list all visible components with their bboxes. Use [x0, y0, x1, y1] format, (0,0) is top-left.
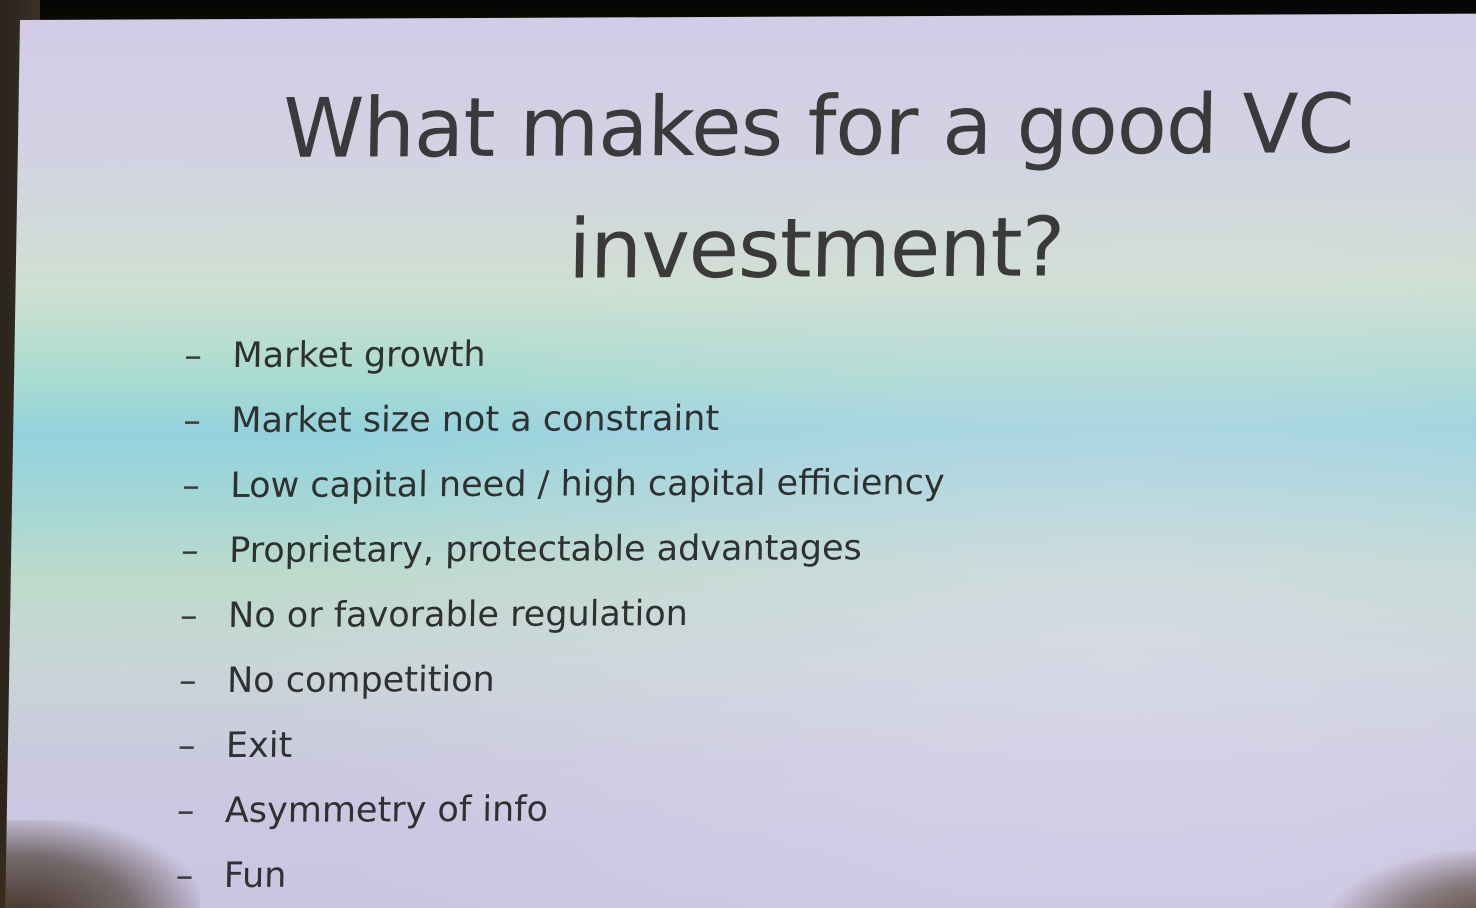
bullet-dash: –	[177, 726, 196, 767]
bullet-text: Proprietary, protectable advantages	[228, 528, 863, 572]
audience-head-silhouette-right	[1330, 850, 1476, 908]
bullet-item: – Asymmetry of info	[176, 776, 939, 844]
bullet-dash: –	[178, 661, 197, 702]
bullet-item: – No competition	[178, 646, 941, 714]
bullet-text: Market size not a constraint	[231, 398, 720, 442]
bullet-dash: –	[183, 401, 202, 442]
bullet-text: Asymmetry of info	[224, 789, 549, 832]
bullet-list: – Market growth – Market size not a constr…	[175, 321, 947, 908]
projected-slide: What makes for a good VC investment? – Ma…	[5, 13, 1476, 908]
slide-title-line-2: investment?	[567, 200, 1065, 298]
bullet-item: – Market size not a constraint	[183, 386, 946, 454]
bullet-item: – Proprietary, protectable advantages	[181, 516, 944, 584]
bullet-item: –Fun	[175, 841, 938, 908]
bullet-dash: –	[179, 596, 198, 637]
bullet-text: No or favorable regulation	[227, 594, 689, 637]
bullet-dash: –	[180, 531, 200, 572]
bullet-item: – Exit	[177, 711, 940, 779]
bullet-dash: –	[184, 336, 203, 377]
slide-title-line-1: What makes for a good VC	[282, 77, 1355, 177]
bullet-dash: –	[181, 466, 201, 507]
bullet-text: Exit	[225, 725, 293, 767]
bullet-item: – No or favorable regulation	[180, 581, 943, 649]
audience-head-silhouette-left	[0, 820, 200, 908]
bullet-item: – Low capital need / high capital efficie…	[182, 451, 945, 519]
bullet-text: Low capital need / high capital efficien…	[229, 462, 945, 507]
bullet-text: Fun	[223, 855, 287, 897]
bullet-text: No competition	[226, 659, 496, 702]
bullet-item: – Market growth	[184, 321, 947, 389]
slide-title: What makes for a good VC investment?	[195, 64, 1439, 313]
bullet-text: Market growth	[232, 334, 487, 377]
